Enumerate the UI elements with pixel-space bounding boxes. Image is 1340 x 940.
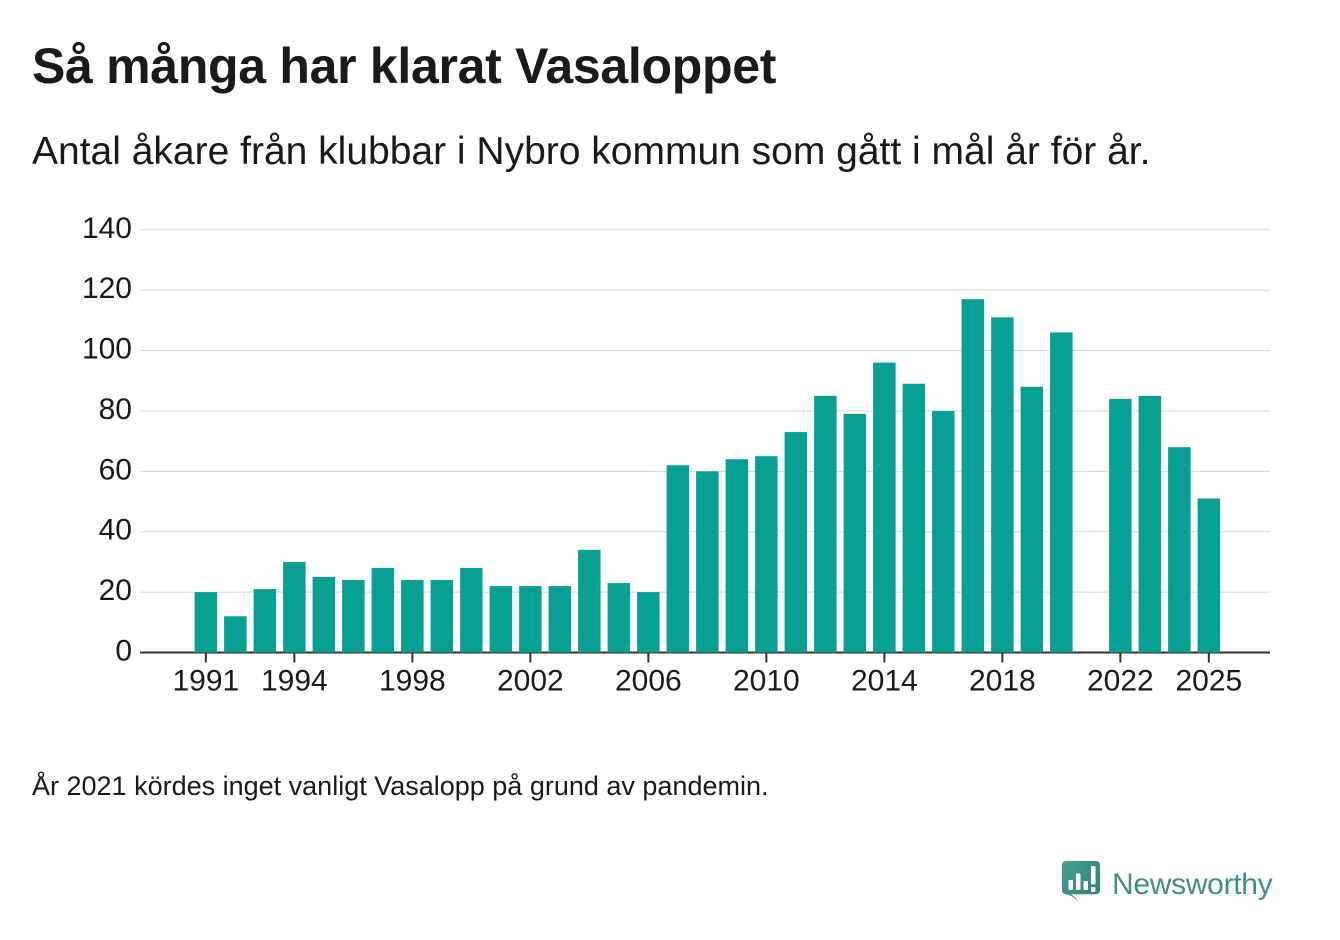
- svg-text:80: 80: [99, 393, 132, 426]
- svg-text:2006: 2006: [615, 665, 682, 698]
- svg-text:140: 140: [82, 212, 132, 245]
- svg-text:60: 60: [99, 453, 132, 486]
- svg-text:120: 120: [82, 272, 132, 305]
- svg-text:2022: 2022: [1087, 665, 1154, 698]
- svg-text:2002: 2002: [497, 665, 564, 698]
- svg-text:2018: 2018: [969, 665, 1036, 698]
- svg-text:1991: 1991: [172, 665, 239, 698]
- svg-text:2014: 2014: [851, 665, 918, 698]
- svg-text:1994: 1994: [261, 665, 328, 698]
- svg-text:0: 0: [115, 635, 132, 668]
- svg-text:2010: 2010: [733, 665, 800, 698]
- svg-text:100: 100: [82, 333, 132, 366]
- svg-text:2025: 2025: [1175, 665, 1242, 698]
- svg-text:40: 40: [99, 514, 132, 547]
- svg-text:20: 20: [99, 574, 132, 607]
- svg-text:1998: 1998: [379, 665, 446, 698]
